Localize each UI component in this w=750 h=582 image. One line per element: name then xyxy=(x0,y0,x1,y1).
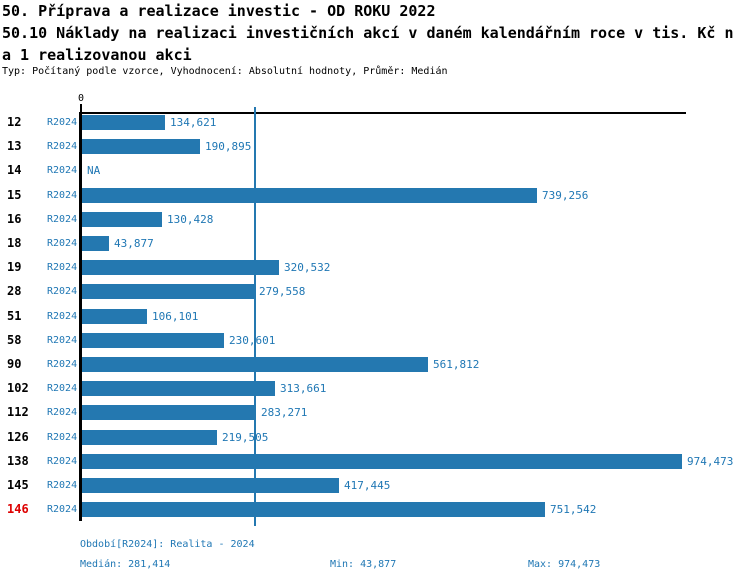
chart-row: 58 R2024 230,601 xyxy=(0,332,750,348)
bar xyxy=(82,453,682,469)
page-title-line-2: 50.10 Náklady na realizaci investičních … xyxy=(2,24,734,42)
bar-value-label: 561,812 xyxy=(433,358,480,371)
median-reference-line xyxy=(254,107,256,526)
bar-value-label: 190,895 xyxy=(205,140,252,154)
row-period-label: R2024 xyxy=(47,480,78,491)
footer-period-info: Období[R2024]: Realita - 2024 xyxy=(80,539,255,550)
chart-row: 138 R2024 974,473 xyxy=(0,453,750,469)
row-category-label: 16 xyxy=(7,211,22,226)
row-period-label: R2024 xyxy=(47,262,78,274)
chart-row: 112 R2024 283,271 xyxy=(0,405,750,421)
row-period-label: R2024 xyxy=(47,504,78,516)
row-category-label: 90 xyxy=(7,357,22,371)
row-category-label: 19 xyxy=(7,260,22,275)
bar xyxy=(82,284,254,300)
x-axis-line xyxy=(80,112,686,114)
bar-value-label: 279,558 xyxy=(259,285,306,299)
footer-min-stat: Min: 43,877 xyxy=(330,559,397,570)
bar xyxy=(82,187,537,203)
row-category-label: 102 xyxy=(7,381,29,396)
chart-row: 51 R2024 106,101 xyxy=(0,308,750,324)
row-category-label: 138 xyxy=(7,453,29,468)
chart-row: 145 R2024 417,445 xyxy=(0,478,750,493)
row-period-label: R2024 xyxy=(47,165,78,177)
bar xyxy=(82,502,545,518)
bar-value-label: 134,621 xyxy=(170,116,217,129)
row-category-label: 18 xyxy=(7,236,22,250)
bar-value-label: 751,542 xyxy=(550,503,597,517)
bar-value-label: 974,473 xyxy=(687,454,734,468)
row-period-label: R2024 xyxy=(47,286,78,298)
row-period-label: R2024 xyxy=(47,238,78,249)
bar-value-label: 106,101 xyxy=(152,309,199,323)
bar xyxy=(82,332,224,348)
bar-value-label: NA xyxy=(87,164,101,178)
row-category-label: 145 xyxy=(7,478,29,492)
chart-row: 19 R2024 320,532 xyxy=(0,260,750,276)
chart-row: 18 R2024 43,877 xyxy=(0,236,750,251)
bar-value-label: 43,877 xyxy=(114,237,154,250)
row-period-label: R2024 xyxy=(47,359,78,370)
row-category-label: 146 xyxy=(7,502,29,517)
row-category-label: 51 xyxy=(7,308,22,323)
bar xyxy=(82,381,275,397)
bar-value-label: 320,532 xyxy=(284,261,331,275)
y-axis-line xyxy=(79,112,82,521)
chart-row: 146 R2024 751,542 xyxy=(0,502,750,518)
bar xyxy=(82,357,428,372)
chart-row: 14 R2024 NA xyxy=(0,163,750,178)
row-period-label: R2024 xyxy=(47,407,78,419)
chart-row: 90 R2024 561,812 xyxy=(0,357,750,372)
row-period-label: R2024 xyxy=(47,455,78,467)
page-title-line-1: 50. Příprava a realizace investic - OD R… xyxy=(2,2,436,20)
row-period-label: R2024 xyxy=(47,117,78,128)
row-category-label: 126 xyxy=(7,429,29,444)
row-period-label: R2024 xyxy=(47,383,78,395)
chart-row: 28 R2024 279,558 xyxy=(0,284,750,300)
chart-row: 16 R2024 130,428 xyxy=(0,211,750,227)
row-period-label: R2024 xyxy=(47,189,78,201)
bar xyxy=(82,405,256,421)
chart-row: 126 R2024 219,505 xyxy=(0,429,750,445)
row-category-label: 14 xyxy=(7,163,22,178)
row-category-label: 13 xyxy=(7,139,22,154)
bar xyxy=(82,478,339,493)
chart-row: 12 R2024 134,621 xyxy=(0,115,750,130)
chart-row: 15 R2024 739,256 xyxy=(0,187,750,203)
footer-median-stat: Medián: 281,414 xyxy=(80,559,171,570)
footer-max-stat: Max: 974,473 xyxy=(528,559,601,570)
chart-row: 13 R2024 190,895 xyxy=(0,139,750,155)
row-period-label: R2024 xyxy=(47,431,78,443)
chart-row: 102 R2024 313,661 xyxy=(0,381,750,397)
row-period-label: R2024 xyxy=(47,334,78,346)
bar-value-label: 219,505 xyxy=(222,430,269,444)
bar xyxy=(82,308,147,324)
row-period-label: R2024 xyxy=(47,213,78,225)
page-title-line-3: a 1 realizovanou akci xyxy=(2,46,192,64)
bar-value-label: 417,445 xyxy=(344,479,391,492)
bar xyxy=(82,260,279,276)
row-category-label: 28 xyxy=(7,284,22,299)
bar xyxy=(82,236,109,251)
bar-value-label: 230,601 xyxy=(229,333,276,347)
row-category-label: 58 xyxy=(7,332,22,347)
row-period-label: R2024 xyxy=(47,141,78,153)
row-category-label: 12 xyxy=(7,115,22,129)
x-axis-zero-tick-label: 0 xyxy=(77,93,85,104)
bar xyxy=(82,211,162,227)
bar xyxy=(82,115,165,130)
row-category-label: 112 xyxy=(7,405,29,420)
bar-value-label: 739,256 xyxy=(542,188,589,202)
bar xyxy=(82,429,217,445)
row-period-label: R2024 xyxy=(47,310,78,322)
row-category-label: 15 xyxy=(7,187,22,202)
chart-subtitle: Typ: Počítaný podle vzorce, Vyhodnocení:… xyxy=(2,66,448,77)
bar-value-label: 313,661 xyxy=(280,382,327,396)
bar-value-label: 130,428 xyxy=(167,212,214,226)
bar-value-label: 283,271 xyxy=(261,406,308,420)
x-axis-zero-tick-mark xyxy=(80,104,82,113)
bar xyxy=(82,139,200,155)
